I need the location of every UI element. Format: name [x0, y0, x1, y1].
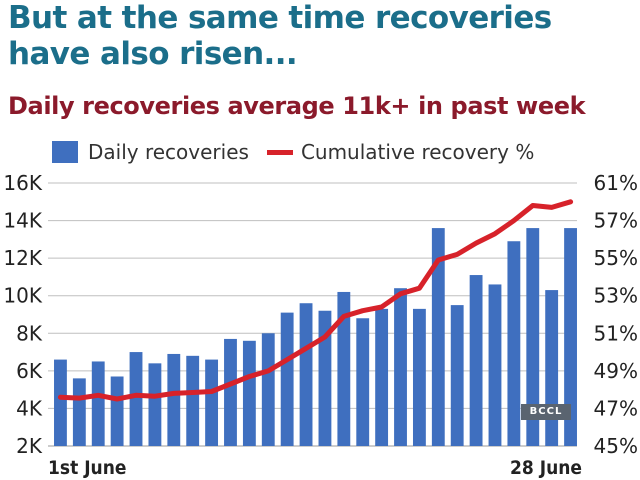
right-tick-label: 51%: [594, 321, 638, 345]
right-axis-ticks: 45% 47% 49% 51% 53% 55% 57% 61%: [594, 171, 638, 458]
right-tick-label: 45%: [594, 434, 638, 458]
left-axis-ticks: 2K 4K 6K 8K 10K 12K 14K 16K: [3, 171, 42, 458]
bar: [375, 308, 389, 446]
headline: But at the same time recoveries have als…: [8, 0, 552, 72]
bar: [205, 359, 219, 446]
chart-subtitle: Daily recoveries average 11k+ in past we…: [8, 92, 586, 120]
bar: [318, 310, 332, 446]
watermark: BCCL: [521, 404, 571, 420]
bar: [186, 355, 200, 446]
bar: [488, 284, 502, 446]
bar: [507, 241, 521, 446]
right-tick-label: 47%: [594, 396, 638, 420]
bar-series: [54, 228, 577, 446]
bar: [469, 275, 483, 446]
bar: [54, 359, 67, 446]
right-tick-label: 55%: [594, 246, 638, 270]
bar: [526, 228, 540, 446]
bar: [242, 340, 256, 446]
legend-line-label: Cumulative recovery %: [300, 140, 535, 164]
bar: [450, 305, 464, 446]
bar: [280, 312, 294, 446]
bar: [72, 378, 86, 446]
x-start-label: 1st June: [48, 457, 127, 479]
bar: [261, 333, 275, 446]
bar: [224, 338, 237, 446]
left-tick-label: 4K: [16, 396, 43, 420]
legend-line-swatch: [266, 149, 293, 155]
bar: [129, 352, 143, 446]
bar: [412, 308, 426, 446]
legend-bar-swatch: [52, 141, 78, 163]
right-tick-label: 61%: [594, 171, 638, 195]
bar: [545, 290, 559, 446]
left-tick-label: 12K: [3, 246, 42, 270]
bar: [394, 288, 407, 446]
left-tick-label: 10K: [3, 284, 42, 308]
bar: [337, 291, 351, 446]
bar: [299, 303, 313, 446]
legend: Daily recoveries Cumulative recovery %: [52, 140, 534, 164]
line-series: [57, 199, 574, 402]
right-tick-label: 57%: [594, 209, 638, 233]
left-tick-label: 8K: [16, 321, 43, 345]
left-tick-label: 2K: [16, 434, 43, 458]
bar: [167, 353, 181, 446]
bar: [110, 376, 124, 446]
bar: [564, 228, 577, 446]
bar: [356, 318, 370, 446]
left-tick-label: 14K: [3, 209, 42, 233]
left-tick-label: 16K: [3, 171, 42, 195]
bar: [91, 361, 105, 446]
recovery-line: [57, 199, 574, 402]
left-tick-label: 6K: [16, 359, 43, 383]
bar: [148, 363, 162, 446]
bar: [431, 228, 445, 446]
right-tick-label: 49%: [594, 359, 638, 383]
legend-bar-label: Daily recoveries: [88, 140, 249, 164]
x-end-label: 28 June: [510, 457, 582, 479]
right-tick-label: 53%: [594, 284, 638, 308]
